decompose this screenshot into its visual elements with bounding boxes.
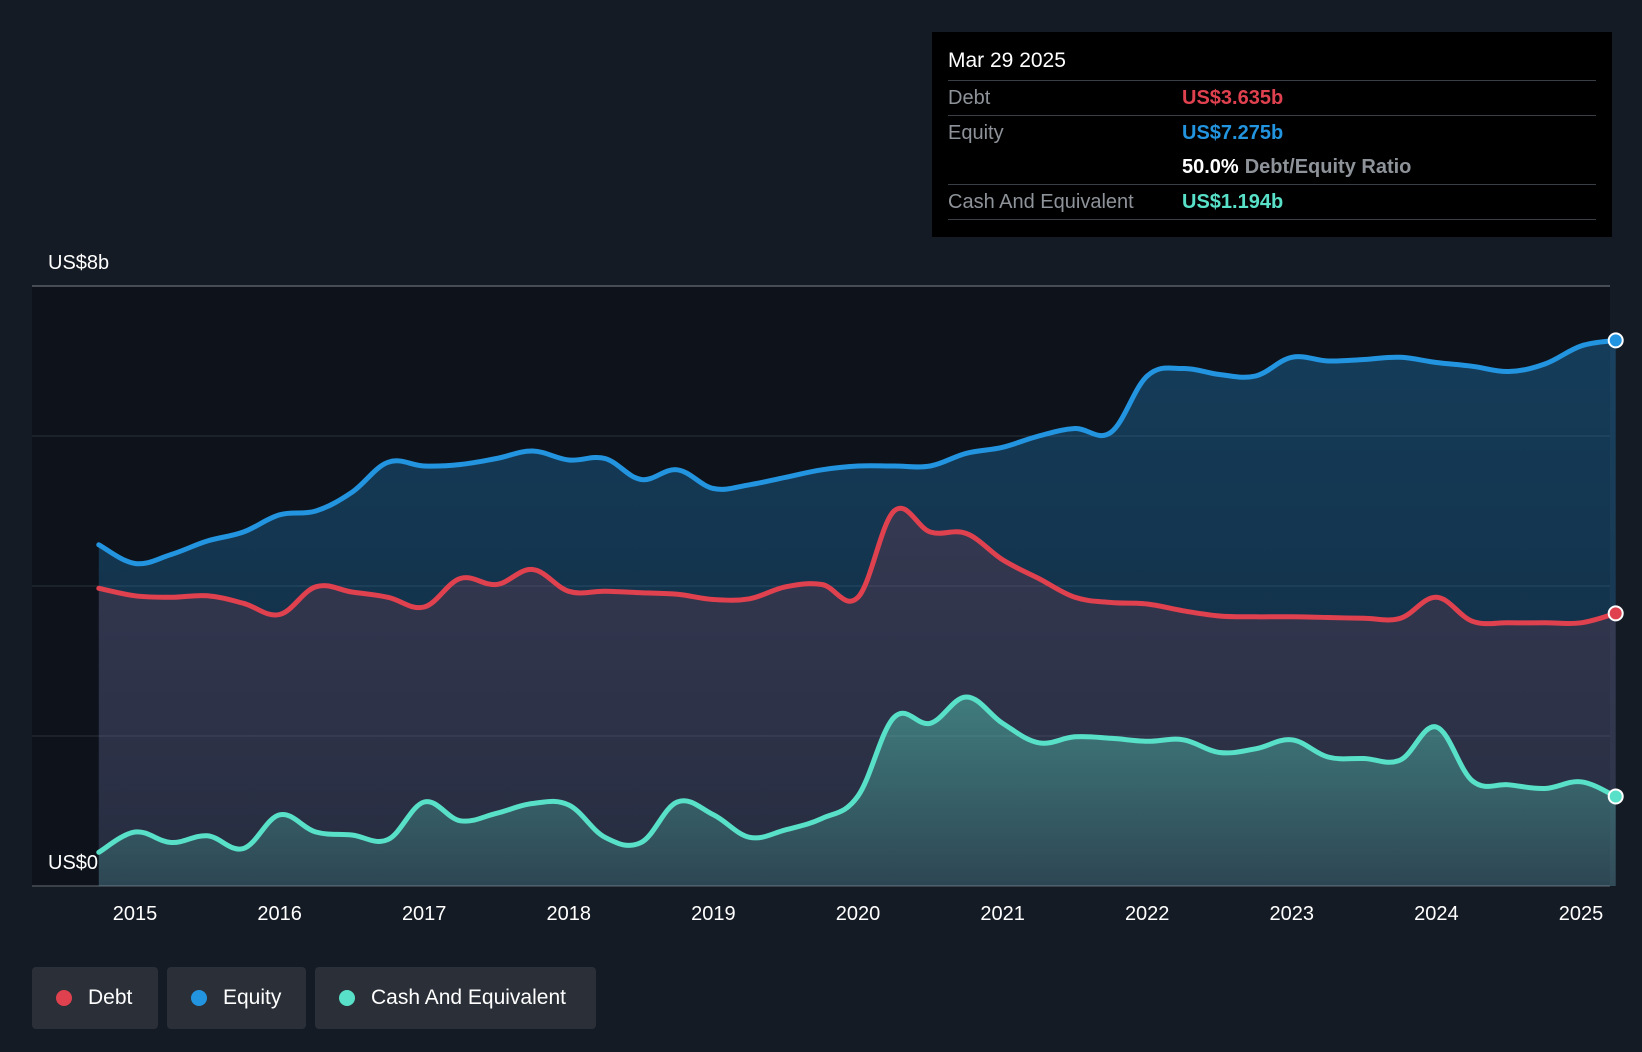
x-tick-label: 2016 (257, 903, 302, 925)
x-tick-label: 2015 (113, 903, 158, 925)
legend: Debt Equity Cash And Equivalent (32, 967, 596, 1029)
legend-item-debt[interactable]: Debt (32, 967, 158, 1029)
x-tick-label: 2021 (980, 903, 1025, 925)
debt-series-line (96, 505, 1619, 627)
tooltip-row-debt: Debt US$3.635b (948, 81, 1596, 116)
tooltip-ratio-label: Debt/Equity Ratio (1244, 155, 1412, 178)
tooltip-equity-value: US$7.275b (1182, 121, 1284, 144)
x-tick-label: 2024 (1414, 903, 1459, 925)
tooltip-date: Mar 29 2025 (948, 46, 1596, 81)
x-tick-label: 2017 (402, 903, 447, 925)
cash-series-line (96, 694, 1619, 855)
legend-equity-label: Equity (223, 986, 282, 1009)
tooltip-cash-label: Cash And Equivalent (948, 190, 1134, 213)
legend-cash-label: Cash And Equivalent (371, 986, 566, 1009)
tooltip-row-equity: Equity US$7.275b (948, 116, 1596, 150)
legend-debt-label: Debt (88, 986, 133, 1009)
legend-item-cash[interactable]: Cash And Equivalent (315, 967, 596, 1029)
tooltip-ratio-value: 50.0% (1182, 155, 1239, 178)
y-axis-min-label: US$0 (48, 852, 98, 874)
cash-end-point[interactable] (1607, 788, 1624, 805)
debt-end-point[interactable] (1607, 605, 1624, 622)
tooltip-panel: Mar 29 2025 Debt US$3.635b Equity US$7.2… (932, 32, 1612, 237)
equity-end-point[interactable] (1607, 332, 1624, 349)
x-tick-label: 2019 (691, 903, 736, 925)
tooltip-debt-value: US$3.635b (1182, 86, 1284, 109)
cash-dot-icon (339, 990, 355, 1006)
x-tick-label: 2018 (547, 903, 592, 925)
tooltip-equity-label: Equity (948, 121, 1004, 144)
legend-item-equity[interactable]: Equity (167, 967, 306, 1029)
cash-area (98, 697, 1616, 886)
tooltip-row-cash: Cash And Equivalent US$1.194b (948, 185, 1596, 220)
y-axis-max-label: US$8b (48, 252, 109, 274)
tooltip-cash-value: US$1.194b (1182, 190, 1284, 213)
tooltip-row-ratio: 50.0% Debt/Equity Ratio (948, 150, 1596, 185)
x-tick-label: 2025 (1559, 903, 1604, 925)
x-tick-label: 2020 (836, 903, 881, 925)
tooltip-debt-label: Debt (948, 86, 991, 109)
debt-dot-icon (56, 990, 72, 1006)
x-tick-label: 2022 (1125, 903, 1170, 925)
x-tick-label: 2023 (1270, 903, 1315, 925)
equity-series-line (96, 337, 1619, 567)
equity-dot-icon (191, 990, 207, 1006)
